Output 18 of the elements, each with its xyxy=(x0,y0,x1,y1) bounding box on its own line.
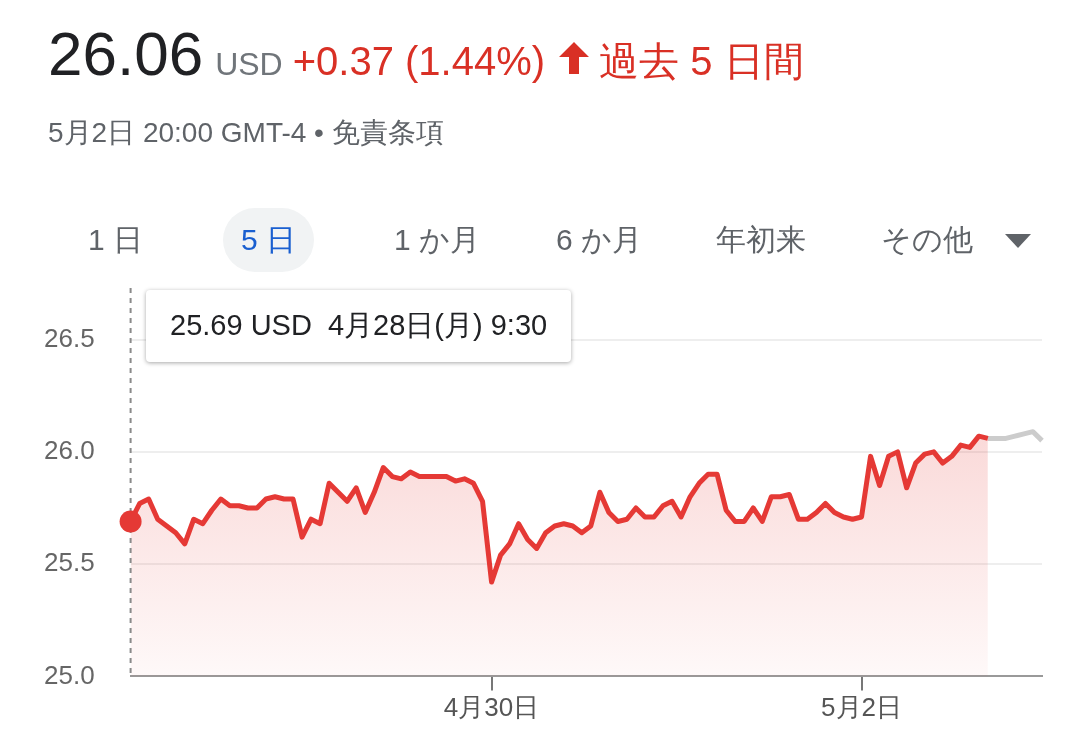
text: USD xyxy=(215,46,283,83)
y-tick-label: 26.5 xyxy=(43,322,95,353)
text: その他 xyxy=(880,221,974,258)
text: 6 か月 xyxy=(555,221,644,258)
x-tick-label: 5月2日 xyxy=(821,692,902,723)
y-tick-label: 25.5 xyxy=(43,547,95,578)
chart-title: 26.06 xyxy=(48,18,204,89)
text: 1 日 xyxy=(87,221,145,258)
y-tick-label: 25.0 xyxy=(43,659,95,690)
text: 過去 5 日間 xyxy=(599,38,804,85)
chart-subtitle: 5月2日 20:00 GMT-4 • 免責条項 xyxy=(48,116,444,150)
text: 1 か月 xyxy=(393,221,482,258)
text: +0.37 (1.44%) xyxy=(292,39,546,84)
x-tick-label: 4月30日 xyxy=(443,692,540,723)
y-tick-label: 26.0 xyxy=(43,435,95,466)
text: 年初来 xyxy=(715,221,807,258)
annotation: 25.69 USD 4月28日(月) 9:30 xyxy=(146,290,572,362)
text: 5 日 xyxy=(223,208,315,272)
